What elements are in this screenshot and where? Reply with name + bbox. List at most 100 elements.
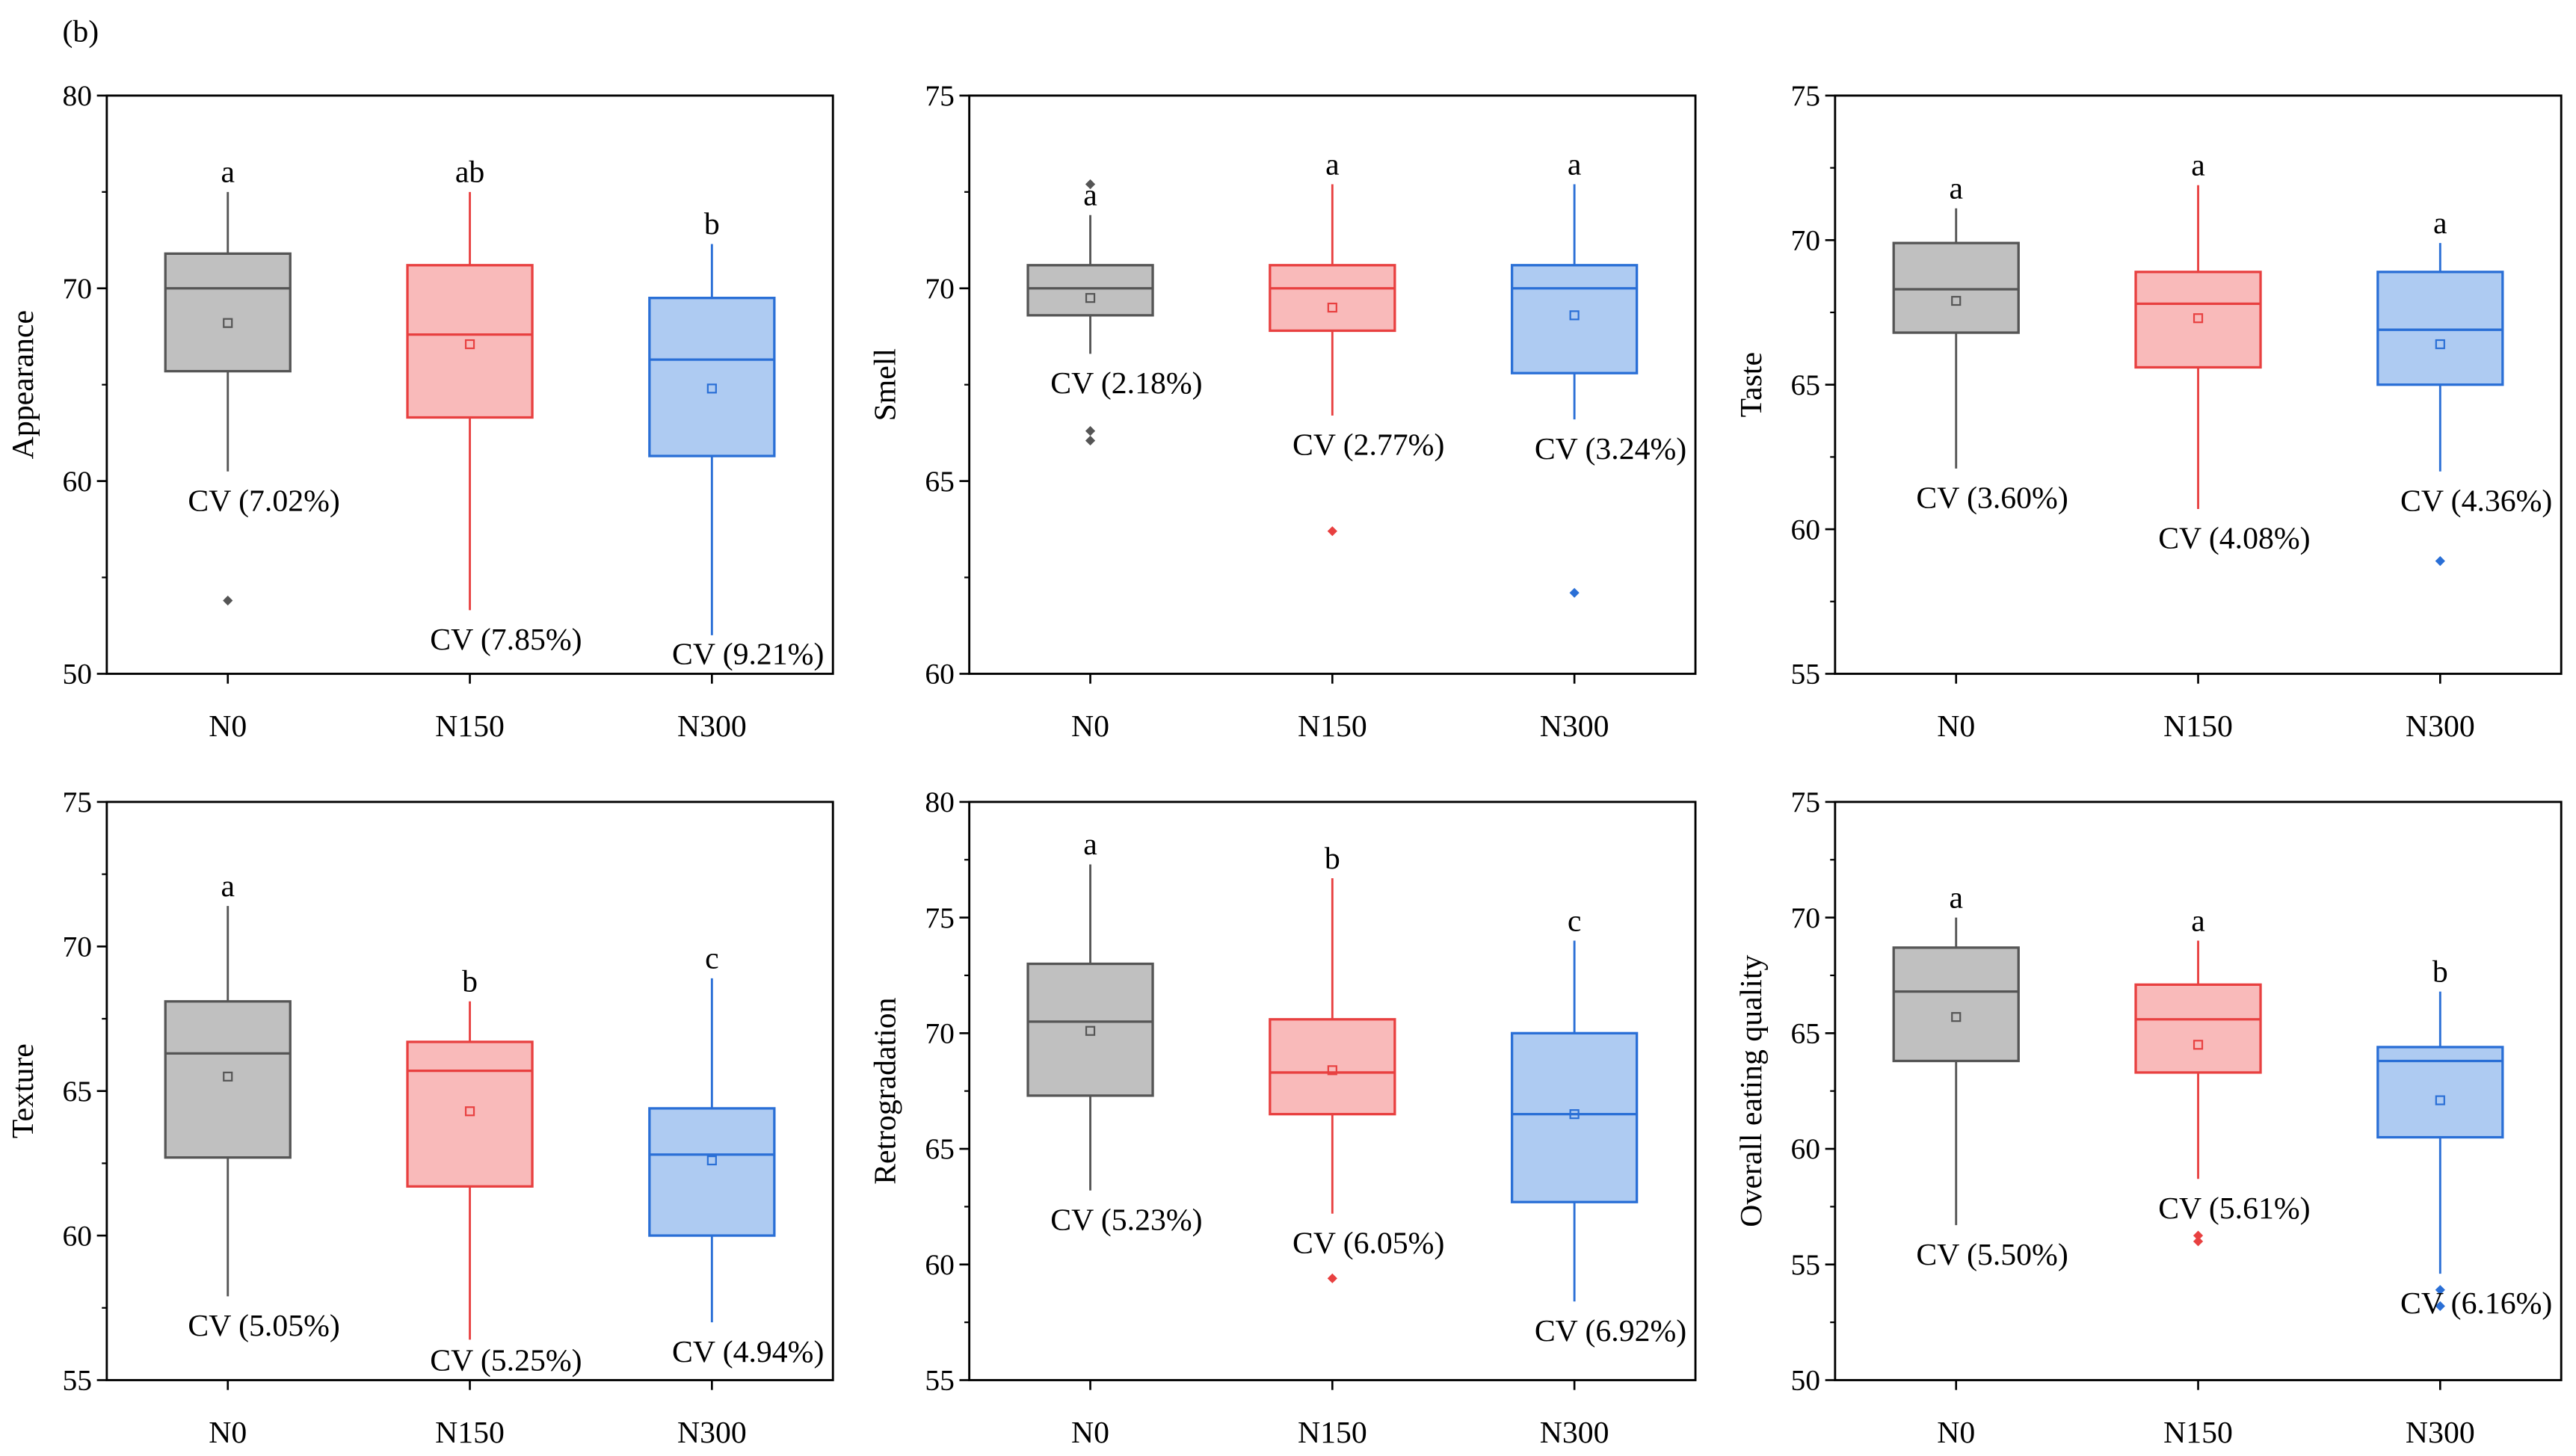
- cv-label: CV (7.02%): [188, 484, 339, 518]
- y-tick-label: 50: [63, 658, 93, 691]
- outlier-point: [223, 595, 233, 606]
- box-n0: a CV (5.50%): [1892, 880, 2068, 1272]
- y-axis-label: Texture: [6, 1043, 40, 1138]
- cv-label: CV (4.36%): [2400, 484, 2552, 518]
- outlier-point: [2435, 1301, 2445, 1312]
- y-tick-label: 70: [925, 1017, 955, 1050]
- outlier-point: [1327, 526, 1337, 537]
- mean-marker: [1951, 1012, 1962, 1022]
- outlier-point: [2193, 1236, 2204, 1247]
- box-n0: a CV (5.23%): [1026, 827, 1203, 1237]
- mean-marker: [1085, 1025, 1096, 1036]
- mean-marker: [2435, 1095, 2445, 1105]
- panel-appearance: 50 60 70 80 Appearance N0 a CV (7.02%) N150 ab CV …: [6, 79, 834, 744]
- cv-label: CV (6.92%): [1535, 1314, 1686, 1348]
- y-tick-label: 75: [63, 786, 93, 818]
- significance-letter: b: [2432, 954, 2448, 989]
- mean-marker: [223, 1071, 233, 1082]
- box-n300: b CV (9.21%): [648, 207, 824, 671]
- box-n150: a CV (5.61%): [2134, 904, 2311, 1247]
- y-axis-label: Appearance: [6, 310, 40, 459]
- y-tick-label: 70: [1791, 223, 1821, 256]
- y-tick-label: 55: [63, 1364, 93, 1397]
- mean-marker: [1085, 293, 1096, 303]
- cv-label: CV (3.24%): [1535, 432, 1686, 466]
- iqr-box: [648, 1107, 776, 1237]
- mean-marker: [223, 318, 233, 328]
- x-tick-label: N0: [209, 709, 247, 744]
- x-tick-label: N150: [1298, 1416, 1367, 1450]
- x-tick-label: N300: [1540, 709, 1609, 744]
- outlier-point: [1327, 1273, 1337, 1283]
- y-axis-label: Overall eating quality: [1734, 955, 1769, 1227]
- cv-label: CV (2.77%): [1292, 428, 1444, 463]
- y-tick-label: 65: [925, 465, 955, 498]
- iqr-box: [2376, 271, 2504, 386]
- mean-marker: [464, 1106, 475, 1117]
- y-tick-label: 50: [1791, 1364, 1821, 1397]
- significance-letter: ab: [455, 155, 484, 190]
- y-tick-label: 60: [925, 1248, 955, 1281]
- box-n300: c CV (4.94%): [648, 942, 824, 1369]
- cv-label: CV (4.94%): [672, 1335, 824, 1369]
- significance-letter: c: [705, 942, 719, 976]
- panel-taste: 55 60 65 70 75 Taste N0 a CV (3.60%) N150 a CV (4.0…: [1734, 79, 2563, 744]
- x-tick-label: N300: [1540, 1416, 1609, 1450]
- mean-marker: [706, 1155, 717, 1166]
- y-tick-label: 70: [925, 272, 955, 305]
- significance-letter: a: [1325, 147, 1340, 182]
- y-tick-label: 65: [63, 1075, 93, 1108]
- significance-letter: b: [1325, 842, 1340, 876]
- box-n300: a CV (4.36%): [2376, 206, 2552, 567]
- y-tick-label: 60: [1791, 1132, 1821, 1165]
- outlier-point: [2435, 1285, 2445, 1295]
- box-n300: c CV (6.92%): [1510, 904, 1686, 1348]
- y-tick-label: 60: [1791, 513, 1821, 546]
- iqr-box: [1892, 241, 2020, 334]
- y-tick-label: 60: [63, 1219, 93, 1252]
- outlier-point: [1085, 435, 1096, 446]
- x-tick-label: N300: [677, 709, 747, 744]
- x-tick-label: N0: [1937, 709, 1975, 744]
- x-tick-label: N150: [2163, 709, 2233, 744]
- box-n150: a CV (2.77%): [1269, 147, 1444, 537]
- iqr-box: [1026, 264, 1154, 317]
- mean-marker: [2193, 313, 2204, 324]
- cv-label: CV (5.61%): [2158, 1191, 2310, 1226]
- y-tick-label: 65: [1791, 1017, 1821, 1050]
- mean-marker: [1569, 310, 1580, 321]
- y-tick-label: 60: [63, 465, 93, 498]
- x-tick-label: N300: [677, 1416, 747, 1450]
- box-n150: a CV (4.08%): [2134, 149, 2311, 556]
- mean-marker: [1327, 1065, 1337, 1076]
- iqr-box: [164, 252, 292, 373]
- box-n300: a CV (3.24%): [1510, 147, 1686, 598]
- cv-label: CV (5.23%): [1050, 1203, 1202, 1237]
- x-tick-label: N0: [1071, 709, 1109, 744]
- panel-overall-eating-quality: 50 55 60 65 70 75 Overall eating quality N0 a CV …: [1734, 786, 2563, 1450]
- cv-label: CV (6.05%): [1292, 1226, 1444, 1260]
- box-n150: b CV (5.25%): [406, 965, 582, 1378]
- cv-label: CV (2.18%): [1050, 366, 1202, 401]
- significance-letter: a: [1949, 172, 1963, 206]
- significance-letter: a: [1568, 147, 1582, 182]
- panel-retrogradation: 55 60 65 70 75 80 Retrogradation N0 a CV (5.23%) N…: [869, 786, 1697, 1450]
- y-tick-label: 70: [63, 930, 93, 963]
- box-n0: a CV (3.60%): [1892, 172, 2068, 516]
- x-tick-label: N150: [435, 1416, 505, 1450]
- significance-letter: a: [221, 869, 235, 904]
- y-tick-label: 65: [925, 1132, 955, 1165]
- mean-marker: [1951, 295, 1962, 306]
- x-tick-label: N300: [2406, 1416, 2475, 1450]
- box-n0: a CV (2.18%): [1026, 179, 1203, 446]
- box-n150: b CV (6.05%): [1269, 842, 1444, 1283]
- y-tick-label: 75: [925, 79, 955, 112]
- y-axis-label: Taste: [1734, 352, 1769, 418]
- iqr-box: [1269, 264, 1396, 333]
- significance-letter: a: [1083, 827, 1097, 862]
- significance-letter: a: [2433, 206, 2447, 241]
- y-tick-label: 75: [1791, 786, 1821, 818]
- y-tick-label: 65: [1791, 368, 1821, 401]
- significance-letter: a: [1083, 179, 1097, 213]
- y-tick-label: 70: [63, 272, 93, 305]
